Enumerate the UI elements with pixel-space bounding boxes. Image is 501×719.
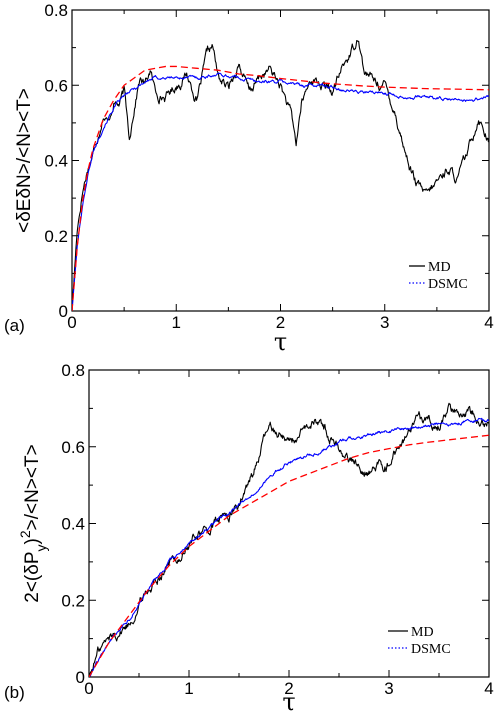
y-tick-label: 0.8 bbox=[44, 1, 68, 20]
y-axis-label-sup: 2 bbox=[17, 530, 33, 538]
panel-a: 0 1 2 3 4 0 0.2 0.4 0.6 0.8 τ <δEδN>/<N><T> (a) MD DSM… bbox=[4, 1, 494, 356]
y-tick-label: 0 bbox=[76, 668, 85, 687]
series-line-md bbox=[89, 402, 489, 677]
plot-frame bbox=[71, 9, 490, 312]
y-tick-label: 0.2 bbox=[44, 227, 68, 246]
y-axis-label-part: >/<N><T> bbox=[22, 444, 43, 530]
legend: MD DSMC bbox=[409, 260, 468, 292]
y-tick-label: 0.6 bbox=[44, 76, 68, 95]
y-axis-label: <δEδN>/<N><T> bbox=[14, 88, 35, 233]
x-axis-label: τ bbox=[282, 688, 295, 716]
y-axis-label-part: ) bbox=[22, 538, 43, 544]
series-group bbox=[89, 402, 489, 677]
series-line-dsmc bbox=[89, 417, 489, 677]
x-tick-label: 4 bbox=[484, 313, 493, 332]
x-tick-label: 1 bbox=[172, 313, 181, 332]
x-tick-label: 0 bbox=[84, 679, 93, 698]
panel-label: (b) bbox=[4, 683, 25, 702]
legend-label-md: MD bbox=[411, 625, 434, 640]
x-tick-label: 1 bbox=[184, 679, 193, 698]
panel-label: (a) bbox=[4, 316, 25, 335]
series-line-dashed bbox=[72, 65, 489, 311]
y-tick-label: 0.8 bbox=[61, 361, 85, 380]
y-tick-label: 0.4 bbox=[44, 152, 68, 171]
y-tick-label: 0.4 bbox=[61, 515, 85, 534]
x-tick-label: 3 bbox=[384, 679, 393, 698]
x-tick-label: 2 bbox=[276, 313, 285, 332]
legend-label-dsmc: DSMC bbox=[411, 642, 451, 657]
series-line-md bbox=[72, 40, 489, 311]
legend: MD DSMC bbox=[388, 625, 451, 657]
series-line-dashed bbox=[89, 434, 489, 677]
x-tick-label: 3 bbox=[380, 313, 389, 332]
legend-label-md: MD bbox=[428, 260, 451, 275]
y-axis-label: 2<(δPy)2>/<N><T> bbox=[17, 444, 49, 602]
series-line-dsmc bbox=[72, 72, 489, 311]
x-tick-label: 0 bbox=[67, 313, 76, 332]
y-axis-label-sub: y bbox=[33, 544, 49, 551]
y-tick-label: 0.6 bbox=[61, 438, 85, 457]
x-tick-label: 4 bbox=[484, 679, 493, 698]
y-tick-label: 0 bbox=[59, 302, 68, 321]
panel-b: 0 1 2 3 400.20.40.60.8τ2<(δPy)2>/<N><T>(b)MD… bbox=[4, 361, 494, 716]
x-axis-label: τ bbox=[274, 328, 287, 356]
y-axis-label-part: 2<(δP bbox=[22, 551, 43, 602]
series-group bbox=[72, 40, 489, 311]
legend-label-dsmc: DSMC bbox=[428, 277, 468, 292]
y-tick-label: 0.2 bbox=[61, 591, 85, 610]
x-tick-label: 2 bbox=[284, 679, 293, 698]
